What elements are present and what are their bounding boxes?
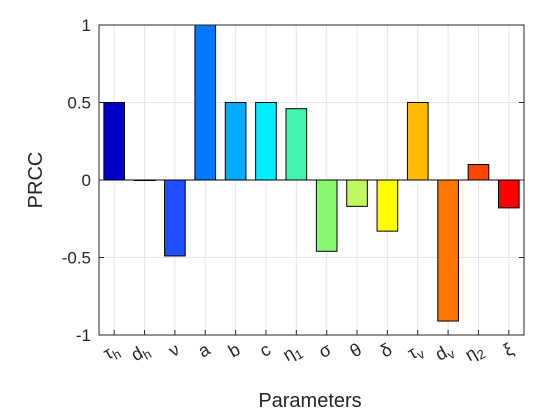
x-tick-label-main: θ (346, 339, 365, 361)
y-tick-label: 0.5 (67, 94, 91, 113)
x-tick-label: dv (432, 339, 458, 367)
x-tick-label: c (256, 339, 274, 361)
bar (376, 179, 399, 232)
bar (255, 102, 277, 181)
bar (498, 179, 520, 209)
x-tick-label-main: c (256, 339, 274, 361)
y-tick-label: -1 (76, 326, 91, 345)
x-tick-label: τh (100, 339, 124, 366)
x-tick-label-main: ξ (500, 339, 517, 360)
x-tick-label: η1 (279, 339, 305, 368)
x-tick-label-main: a (195, 339, 215, 362)
x-tick-label-main: ν (165, 339, 183, 361)
x-tick-label: θ (346, 339, 365, 361)
bars (103, 24, 520, 322)
x-tick-label: σ (315, 339, 335, 362)
x-tick-label-main: δ (377, 339, 396, 361)
x-tick-label: η2 (462, 339, 488, 368)
bar (224, 102, 247, 181)
bar (346, 179, 368, 207)
x-tick-label: τv (404, 339, 428, 366)
x-tick-label: ξ (500, 339, 517, 360)
bar (194, 24, 217, 181)
y-tick-label: 0 (82, 171, 91, 190)
x-tick-label-main: b (225, 339, 244, 361)
x-axis-label: Parameters (258, 390, 361, 412)
y-axis-label: PRCC (25, 152, 47, 209)
bar (103, 102, 125, 181)
x-tick-label: ν (165, 339, 183, 361)
y-tick-label: -0.5 (62, 249, 91, 268)
x-tick-label: b (225, 339, 244, 361)
tick-labels: -1 -0.5 0 0.5 1 τh dh ν a b c η1 σ θ δ τv dv η2 ξ (62, 16, 517, 368)
bar (437, 179, 459, 322)
axes (98, 24, 525, 336)
x-tick-label: dh (128, 339, 154, 368)
y-tick-label: 1 (82, 16, 91, 35)
bar (315, 179, 338, 252)
x-tick-label: δ (377, 339, 396, 361)
bar (467, 164, 490, 181)
bar (164, 179, 186, 257)
x-tick-label-main: σ (315, 339, 335, 362)
bar (406, 102, 429, 181)
bar (285, 108, 308, 181)
x-tick-label: a (195, 339, 215, 362)
